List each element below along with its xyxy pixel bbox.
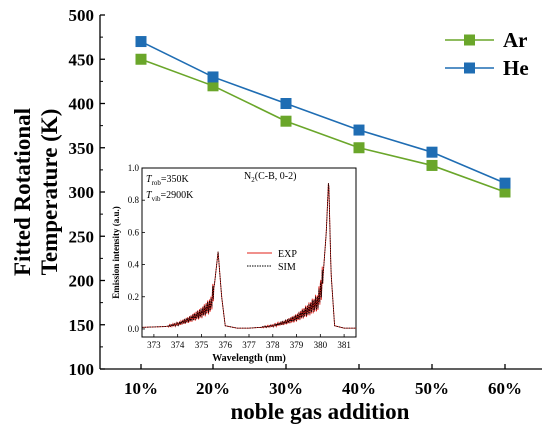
y-tick-label: 300	[69, 183, 95, 202]
x-tick-label: 60%	[488, 379, 522, 398]
inset-annotation-band-subscript: 2	[251, 176, 255, 184]
legend-marker-ar	[464, 34, 475, 46]
x-tick-label: 40%	[342, 379, 376, 398]
y-tick-label: 250	[69, 227, 95, 246]
inset-x-tick-label: 380	[314, 340, 328, 350]
inset-y-tick-label: 0.0	[128, 324, 140, 334]
inset-x-tick-label: 375	[195, 340, 209, 350]
series-line-he	[140, 40, 506, 184]
inset-annotation-trot-symbol: T	[146, 174, 153, 185]
y-axis-label-line: Temperature (K)	[37, 109, 62, 276]
data-point-ar	[499, 186, 511, 198]
inset-y-tick-label: 0.8	[128, 195, 140, 205]
inset-x-tick-label: 376	[218, 340, 232, 350]
inset-annotation-band: N2(C-B, 0-2)	[244, 171, 296, 184]
inset-annotation-trot-subscript: rob	[152, 179, 162, 187]
main-chart: 100 150 200 250 300 350 400 450 500 10% 20% 30% 40% 5…	[10, 6, 542, 424]
inset-annotation-band-rest: (C-B, 0-2)	[255, 171, 297, 182]
x-tick-label: 20%	[196, 379, 230, 398]
legend-label-ar: Ar	[503, 28, 528, 52]
inset-x-axis-label: Wavelength (nm)	[212, 353, 286, 364]
inset-y-axis-label-group: Emission intensity (a.u.)	[111, 206, 121, 299]
legend-marker-he	[464, 62, 475, 74]
legend-label-he: He	[503, 56, 529, 80]
y-tick-label: 100	[69, 360, 95, 379]
inset-annotation-tvib-symbol: T	[146, 190, 153, 201]
inset-x-tick-label: 374	[171, 340, 185, 350]
inset-annotation-band-symbol: N	[244, 171, 251, 182]
data-point-he	[135, 36, 147, 48]
series-line-ar	[140, 58, 506, 193]
inset-annotation-trot-value: =350K	[161, 174, 190, 185]
y-tick-label: 500	[69, 6, 95, 25]
data-point-he	[207, 71, 219, 83]
y-tick-label: 200	[69, 272, 95, 291]
inset-annotation-tvib-value: =2900K	[161, 190, 195, 201]
y-axis-label-line: Fitted Rotational	[10, 108, 35, 276]
inset-x-tick-label: 381	[337, 340, 351, 350]
y-tick-label: 150	[69, 316, 95, 335]
inset-annotation-tvib: Tvib=2900K	[146, 190, 194, 203]
inset-annotation-tvib-subscript: vib	[152, 195, 161, 203]
x-tick-label: 10%	[124, 379, 158, 398]
inset-y-tick-label: 0.6	[128, 227, 140, 237]
y-tick-label: 450	[69, 50, 95, 69]
y-tick-label: 400	[69, 95, 95, 114]
inset-annotation-trot: Trob=350K	[146, 174, 190, 187]
x-tick-label: 30%	[269, 379, 303, 398]
inset-y-tick-label: 0.2	[128, 292, 139, 302]
inset-chart: 373 374 375 376 377 378 379 380 381 0.0 0.2 0.4 0.6 0…	[111, 163, 357, 364]
x-axis-label: noble gas addition	[231, 399, 410, 424]
inset-y-tick-label: 0.4	[128, 260, 140, 270]
data-point-ar	[280, 115, 292, 127]
data-point-ar	[426, 159, 438, 171]
inset-y-tick-label: 1.0	[128, 163, 140, 173]
data-point-ar	[207, 80, 219, 92]
inset-x-tick-label: 373	[147, 340, 161, 350]
inset-legend-label-sim: SIM	[278, 262, 296, 273]
y-axis-label: Fitted Rotational Temperature (K)	[10, 108, 62, 276]
data-point-he	[499, 177, 511, 189]
data-point-ar	[135, 53, 147, 65]
y-tick-label: 350	[69, 139, 95, 158]
inset-x-tick-label: 378	[266, 340, 280, 350]
x-tick-label: 50%	[415, 379, 449, 398]
data-point-ar	[353, 142, 365, 154]
inset-x-tick-label: 377	[242, 340, 256, 350]
data-point-he	[353, 124, 365, 136]
inset-legend-label-exp: EXP	[278, 249, 297, 260]
data-point-he	[280, 98, 292, 109]
inset-x-tick-label: 379	[290, 340, 304, 350]
inset-y-axis-label: Emission intensity (a.u.)	[111, 206, 121, 299]
data-point-he	[426, 146, 438, 158]
inset-series-sim	[141, 183, 356, 329]
